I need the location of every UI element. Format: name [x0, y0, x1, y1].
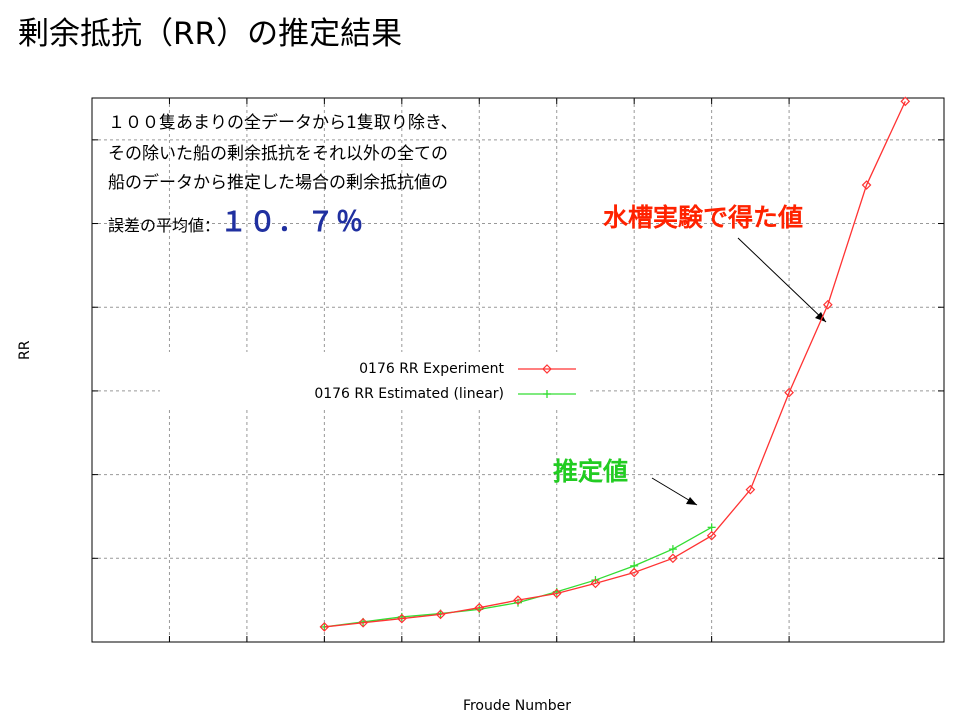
point-experiment [706, 530, 717, 541]
note-line-2: その除いた船の剰余抵抗をそれ以外の全ての [108, 144, 448, 164]
point-experiment [319, 622, 330, 632]
legend-label-experiment: 0176 RR Experiment [359, 361, 504, 377]
legend-label-estimated: 0176 RR Estimated (linear) [314, 386, 504, 402]
experiment-arrowhead [815, 312, 826, 322]
page-title: 剰余抵抗（RR）の推定結果 [18, 16, 403, 52]
point-estimated [707, 523, 716, 532]
point-experiment [358, 617, 368, 628]
note-error-prefix: 誤差の平均値： [108, 216, 221, 235]
legend [160, 352, 590, 408]
experiment-arrow [737, 237, 827, 323]
x-axis-label: Froude Number [462, 698, 572, 714]
error-value: １０．７％ [220, 207, 366, 238]
y-axis-label: RR [17, 340, 33, 360]
point-experiment [784, 387, 794, 398]
point-experiment [629, 567, 640, 578]
estimated-arrowhead [686, 497, 697, 505]
point-experiment [590, 578, 601, 589]
point-experiment [668, 553, 678, 564]
point-estimated [668, 545, 677, 554]
point-experiment [900, 96, 911, 107]
note-line-3: 船のデータから推定した場合の剰余抵抗値の [108, 173, 448, 193]
point-experiment [513, 595, 523, 606]
note-line-4: 誤差の平均値：１０．７％ [108, 200, 365, 239]
series [319, 96, 911, 632]
point-experiment [745, 484, 756, 495]
point-experiment [474, 602, 485, 613]
point-experiment [861, 180, 872, 190]
estimated-annotation: 推定値 [553, 457, 629, 486]
point-experiment [396, 613, 407, 624]
note-line-1: １００隻あまりの全データから1隻取り除き、 [108, 113, 458, 133]
point-experiment [551, 588, 562, 599]
point-experiment [822, 299, 833, 310]
experiment-annotation: 水槽実験で得た値 [603, 203, 804, 232]
annotation-arrows [651, 237, 827, 506]
grid [92, 98, 944, 642]
series-line-experiment [324, 101, 906, 628]
point-experiment [435, 609, 446, 620]
